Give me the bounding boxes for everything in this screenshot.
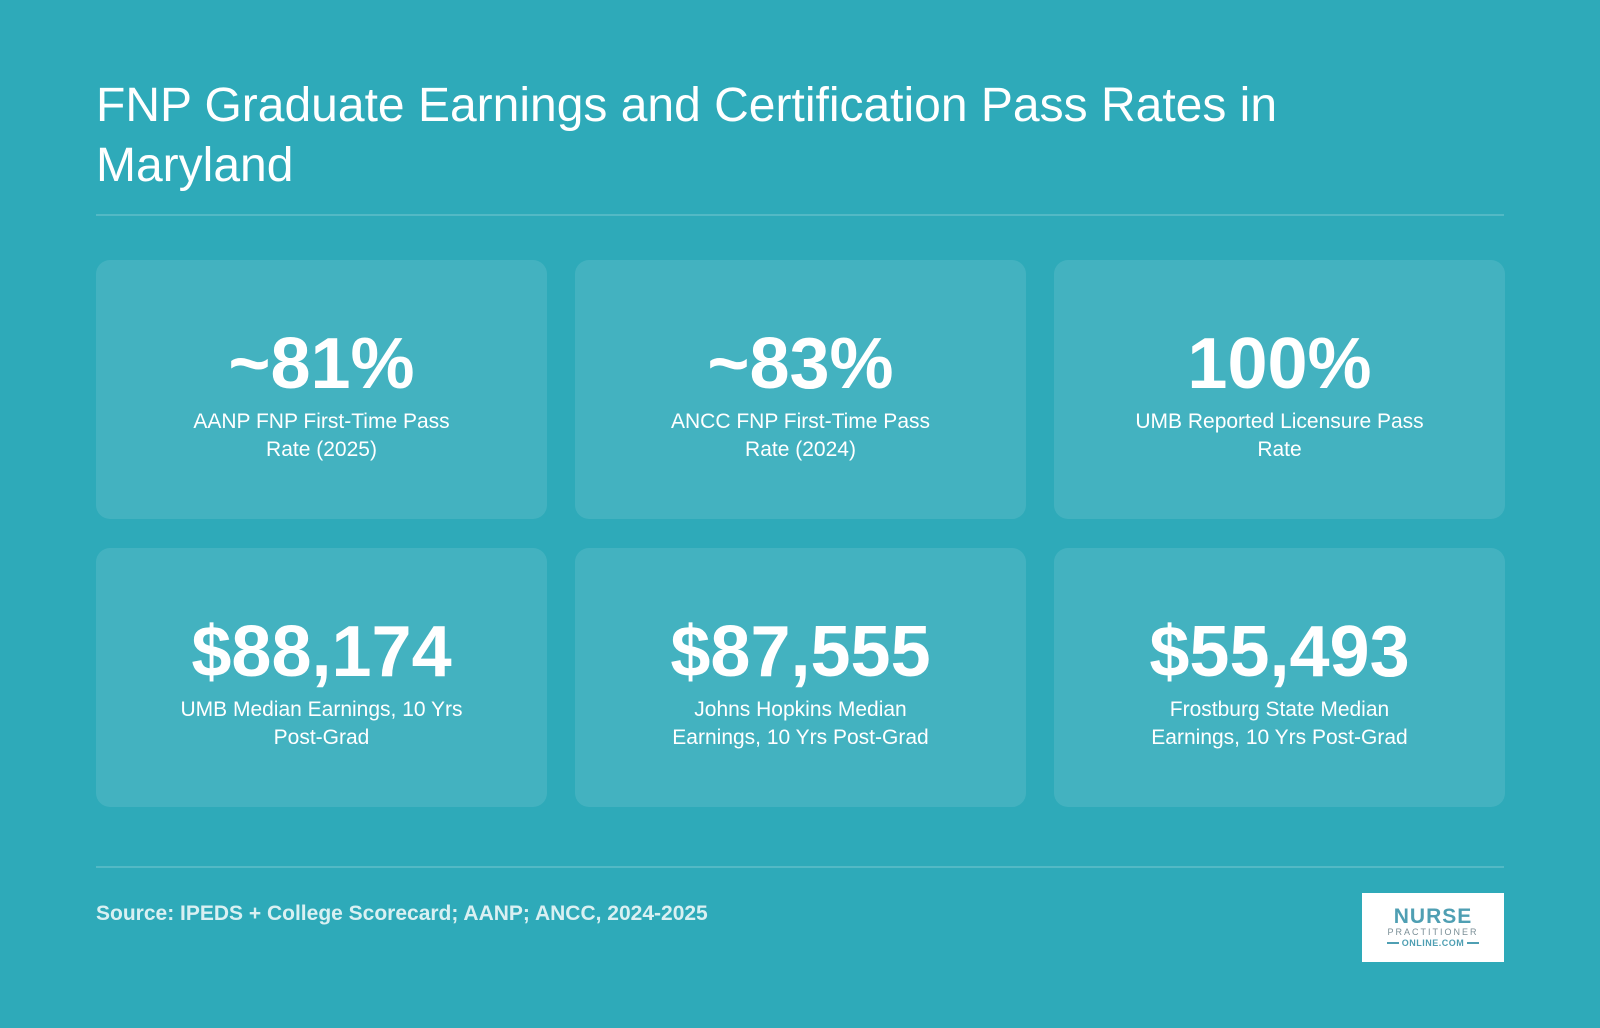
page-title: FNP Graduate Earnings and Certification … bbox=[96, 79, 1278, 192]
stats-grid: ~81% AANP FNP First-Time Pass Rate (2025… bbox=[96, 260, 1505, 807]
stat-label: UMB Reported Licensure Pass Rate bbox=[1135, 410, 1424, 461]
logo-dash-right bbox=[1467, 942, 1480, 944]
stat-card-aanp-pass-rate: ~81% AANP FNP First-Time Pass Rate (2025… bbox=[96, 260, 547, 519]
logo-main-text: NURSE bbox=[1393, 904, 1473, 928]
stat-label: Johns Hopkins Median Earnings, 10 Yrs Po… bbox=[672, 698, 929, 749]
logo-domain-text: ONLINE.COM bbox=[1401, 937, 1465, 948]
stat-card-ancc-pass-rate: ~83% ANCC FNP First-Time Pass Rate (2024… bbox=[575, 260, 1026, 519]
logo-dash-left bbox=[1386, 942, 1399, 944]
stat-card-umb-earnings: $88,174 UMB Median Earnings, 10 Yrs Post… bbox=[96, 548, 547, 807]
logo-sub-text: PRACTITIONER bbox=[1387, 926, 1479, 937]
stat-card-umb-licensure-rate: 100% UMB Reported Licensure Pass Rate bbox=[1054, 260, 1505, 519]
stat-value: ~83% bbox=[707, 324, 894, 404]
stat-value: ~81% bbox=[228, 324, 415, 404]
stat-value: $55,493 bbox=[1149, 612, 1410, 692]
stat-value: $87,555 bbox=[670, 612, 931, 692]
footer-divider bbox=[96, 866, 1504, 868]
source-note: Source: IPEDS + College Scorecard; AANP;… bbox=[96, 902, 708, 925]
stat-card-frostburg-earnings: $55,493 Frostburg State Median Earnings,… bbox=[1054, 548, 1505, 807]
nurse-practitioner-online-logo[interactable]: NURSE PRACTITIONER ONLINE.COM bbox=[1362, 893, 1504, 962]
stat-value: $88,174 bbox=[191, 612, 452, 692]
stat-card-johns-hopkins-earnings: $87,555 Johns Hopkins Median Earnings, 1… bbox=[575, 548, 1026, 807]
stat-label: Frostburg State Median Earnings, 10 Yrs … bbox=[1151, 698, 1408, 749]
stat-label: UMB Median Earnings, 10 Yrs Post-Grad bbox=[180, 698, 463, 749]
stat-label: ANCC FNP First-Time Pass Rate (2024) bbox=[670, 410, 930, 461]
stat-label: AANP FNP First-Time Pass Rate (2025) bbox=[193, 410, 450, 461]
logo-domain-row: ONLINE.COM bbox=[1386, 937, 1480, 949]
title-divider bbox=[96, 214, 1504, 216]
stat-value: 100% bbox=[1187, 324, 1372, 404]
